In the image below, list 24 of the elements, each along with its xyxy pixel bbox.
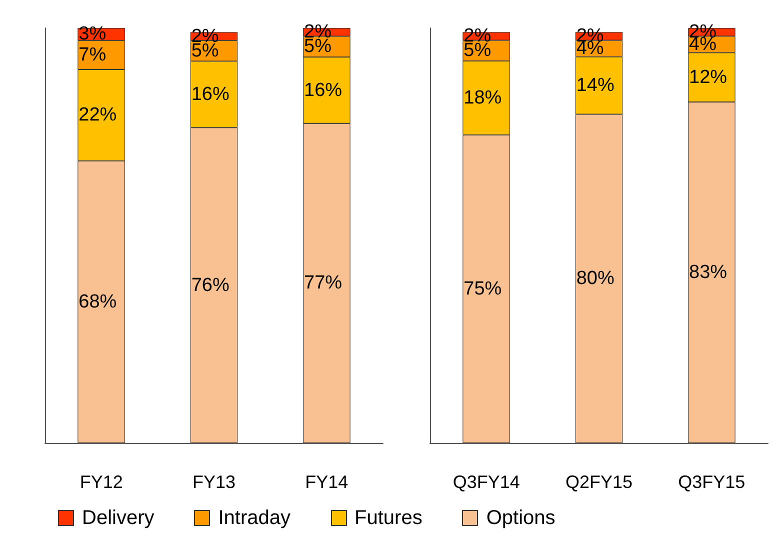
legend-label: Options — [486, 506, 556, 530]
data-label: 7% — [78, 44, 106, 66]
data-label: 18% — [464, 87, 502, 108]
data-label: 68% — [78, 291, 117, 312]
x-tick-label: FY13 — [192, 472, 236, 492]
data-label: 76% — [191, 274, 230, 296]
data-label: 22% — [78, 104, 117, 126]
data-label: 77% — [304, 272, 342, 294]
data-label: 80% — [576, 268, 614, 290]
x-tick-label: Q3FY14 — [452, 472, 520, 492]
legend-label: Futures — [354, 506, 422, 530]
data-label: 83% — [689, 262, 728, 283]
x-tick-label: FY12 — [80, 472, 123, 492]
x-tick-label: FY14 — [305, 472, 348, 492]
data-label: 16% — [191, 84, 230, 105]
data-label: 75% — [464, 278, 502, 300]
data-label: 16% — [304, 80, 342, 101]
x-tick-label: Q2FY15 — [565, 472, 633, 492]
data-label: 12% — [689, 66, 728, 88]
x-tick-label: Q3FY15 — [678, 472, 746, 492]
legend-label: Intraday — [218, 506, 291, 530]
data-label: 14% — [576, 75, 614, 96]
legend-label: Delivery — [82, 506, 154, 530]
data-label: 3% — [78, 24, 106, 45]
